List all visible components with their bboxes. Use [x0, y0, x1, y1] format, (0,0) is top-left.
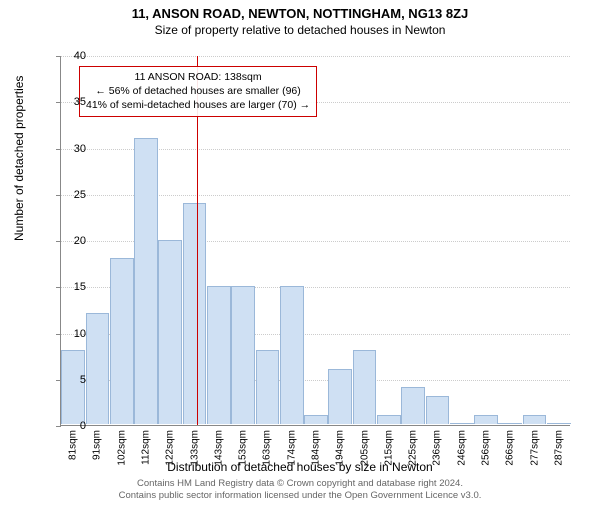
histogram-bar [328, 369, 352, 424]
ytick-label: 10 [46, 328, 86, 340]
ytick-label: 20 [46, 235, 86, 247]
xtick-label: 91sqm [92, 430, 103, 460]
grid-line [61, 56, 570, 57]
annotation-box: 11 ANSON ROAD: 138sqm← 56% of detached h… [79, 66, 317, 117]
histogram-bar [377, 415, 401, 424]
histogram-chart: 81sqm91sqm102sqm112sqm122sqm133sqm143sqm… [60, 56, 570, 426]
histogram-bar [353, 350, 377, 424]
page-subtitle: Size of property relative to detached ho… [0, 23, 600, 37]
ytick-label: 0 [46, 420, 86, 432]
histogram-bar [183, 203, 207, 424]
histogram-bar [280, 286, 304, 424]
histogram-bar [110, 258, 134, 424]
histogram-bar [401, 387, 425, 424]
footer-attribution: Contains HM Land Registry data © Crown c… [0, 478, 600, 502]
ytick-label: 15 [46, 281, 86, 293]
histogram-bar [474, 415, 498, 424]
footer-line-1: Contains HM Land Registry data © Crown c… [0, 478, 600, 490]
ytick-label: 5 [46, 374, 86, 386]
histogram-bar [158, 240, 182, 425]
histogram-bar [256, 350, 280, 424]
histogram-bar [498, 423, 522, 424]
histogram-bar [231, 286, 255, 424]
histogram-bar [523, 415, 547, 424]
footer-line-2: Contains public sector information licen… [0, 490, 600, 502]
histogram-bar [547, 423, 571, 424]
annotation-line-1: 11 ANSON ROAD: 138sqm [86, 70, 310, 84]
ytick-label: 35 [46, 96, 86, 108]
histogram-bar [450, 423, 474, 424]
histogram-bar [134, 138, 158, 424]
histogram-bar [61, 350, 85, 424]
histogram-bar [426, 396, 450, 424]
histogram-bar [207, 286, 231, 424]
histogram-bar [304, 415, 328, 424]
ytick-label: 25 [46, 189, 86, 201]
ytick-label: 30 [46, 143, 86, 155]
annotation-line-2: ← 56% of detached houses are smaller (96… [86, 84, 310, 98]
histogram-bar [86, 313, 110, 424]
xtick-label: 81sqm [68, 430, 79, 460]
y-axis-label: Number of detached properties [12, 76, 26, 241]
ytick-label: 40 [46, 50, 86, 62]
page-title: 11, ANSON ROAD, NEWTON, NOTTINGHAM, NG13… [0, 6, 600, 21]
x-axis-label: Distribution of detached houses by size … [0, 460, 600, 474]
plot-area: 81sqm91sqm102sqm112sqm122sqm133sqm143sqm… [60, 56, 570, 426]
annotation-line-3: 41% of semi-detached houses are larger (… [86, 98, 310, 112]
